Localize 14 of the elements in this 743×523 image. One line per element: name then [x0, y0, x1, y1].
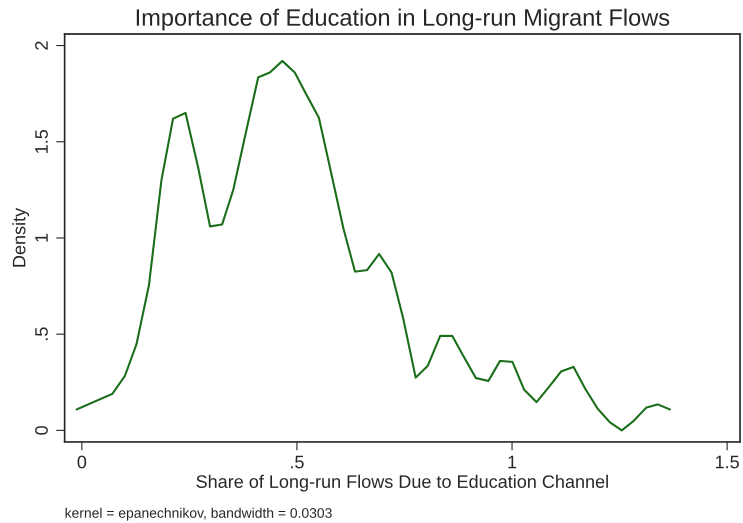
x-tick-label: 1 — [508, 456, 516, 468]
chart-title: Importance of Education in Long-run Migrant Flows — [136, 8, 670, 31]
y-tick-label: 0 — [35, 426, 48, 435]
y-tick-label: 2 — [35, 41, 48, 50]
y-axis-title: Density — [12, 208, 30, 267]
x-tick-label: 1.5 — [716, 456, 739, 468]
line-series — [76, 60, 671, 432]
x-tick-label: 0 — [78, 456, 86, 468]
text: kernel = epanechnikov, bandwidth = 0.0303 — [66, 508, 332, 521]
y-tick-label: 1 — [35, 234, 48, 242]
x-axis-title: Share of Long-run Flows Due to Education Channel — [196, 474, 608, 492]
y-tick-label: .5 — [35, 327, 48, 340]
x-tick-label: .5 — [291, 456, 304, 468]
y-tick-label: 1.5 — [35, 130, 48, 153]
